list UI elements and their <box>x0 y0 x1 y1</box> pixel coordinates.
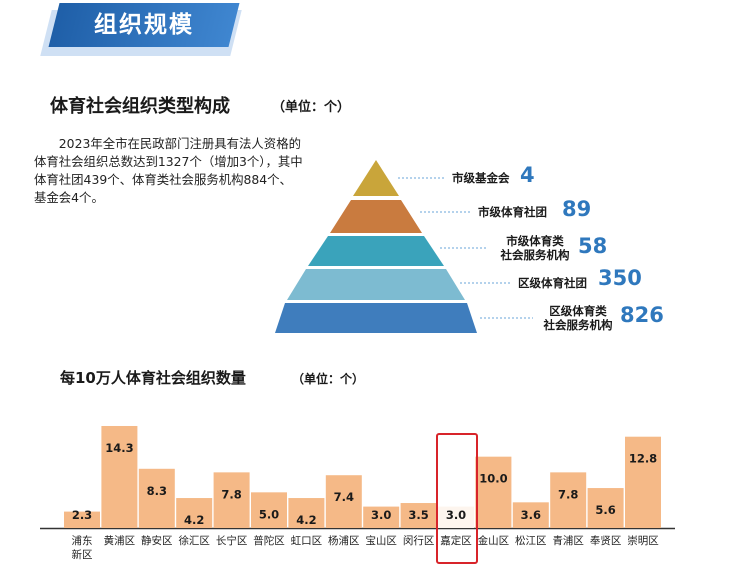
category-label-10: 嘉定区 <box>440 534 472 547</box>
pyramid-label-5: 区级体育类 社会服务机构 <box>543 304 613 332</box>
bar-value-label-5: 5.0 <box>259 507 279 521</box>
bar-14 <box>587 488 624 528</box>
category-label-9: 闵行区 <box>403 534 435 547</box>
pyramid-value-2: 89 <box>562 197 592 221</box>
bar-value-label-8: 3.0 <box>371 508 391 522</box>
category-label-0-0: 浦东 <box>72 534 93 547</box>
bar-5 <box>251 492 287 528</box>
category-label-5: 普陀区 <box>253 534 285 547</box>
category-label-11: 金山区 <box>478 534 510 547</box>
section2-unit: （单位：个） <box>292 372 365 386</box>
section1-title: 体育社会组织类型构成 <box>50 96 230 117</box>
bar-4 <box>213 472 250 528</box>
pyramid-label-2: 市级体育社团 <box>478 205 547 219</box>
bar-value-label-7: 7.4 <box>334 490 354 504</box>
category-label-2: 静安区 <box>141 534 173 547</box>
bar-value-label-0: 2.3 <box>72 508 92 522</box>
category-label-6: 虹口区 <box>291 535 323 547</box>
category-label-15: 崇明区 <box>627 535 659 547</box>
bar-9 <box>400 503 437 528</box>
category-label-1: 黄浦区 <box>104 534 136 547</box>
bar-11 <box>475 456 512 528</box>
category-label-0-1: 新区 <box>72 548 93 561</box>
pyramid-chart <box>275 160 477 333</box>
bar-12 <box>512 502 549 528</box>
bar-value-label-11: 10.0 <box>479 472 507 486</box>
bar-value-label-3: 4.2 <box>184 513 204 527</box>
bar-value-label-4: 7.8 <box>221 487 241 501</box>
section2-title: 每10万人体育社会组织数量 <box>60 369 246 387</box>
bar-0 <box>64 511 100 528</box>
bar-value-label-1: 14.3 <box>105 441 133 455</box>
bar-7 <box>325 475 362 528</box>
bar-1 <box>101 425 138 528</box>
pyramid-value-4: 350 <box>598 266 642 290</box>
pyramid-value-3: 58 <box>578 234 608 258</box>
pyramid-tier-5 <box>275 303 477 333</box>
pyramid-tier-1 <box>353 160 399 196</box>
bar-10 <box>438 506 474 528</box>
bar-value-label-6: 4.2 <box>296 513 316 527</box>
highlight-box-jiading <box>436 433 478 564</box>
bar-8 <box>363 506 400 528</box>
bar-value-label-2: 8.3 <box>147 484 167 498</box>
category-label-12: 松江区 <box>515 534 547 547</box>
pyramid-label-4: 区级体育社团 <box>518 276 587 290</box>
bar-value-label-13: 7.8 <box>558 487 578 501</box>
category-label-13: 青浦区 <box>552 534 584 547</box>
category-label-3: 徐汇区 <box>178 534 210 547</box>
pyramid-value-5: 826 <box>620 303 664 327</box>
bar-value-label-15: 12.8 <box>629 452 657 466</box>
bar-2 <box>138 468 175 528</box>
bar-13 <box>550 472 587 528</box>
bar-value-label-10: 3.0 <box>446 508 466 522</box>
bar-3 <box>176 498 213 528</box>
category-label-4: 长宁区 <box>216 534 248 547</box>
category-label-14: 奉贤区 <box>590 534 622 547</box>
category-label-7: 杨浦区 <box>328 534 360 547</box>
section1-unit: （单位：个） <box>272 100 351 115</box>
bar-value-label-14: 5.6 <box>595 503 615 517</box>
pyramid-tier-4 <box>287 269 465 300</box>
bar-value-label-9: 3.5 <box>408 508 428 522</box>
banner-title: 组织规模 <box>94 12 194 38</box>
pyramid-label-3: 市级体育类 社会服务机构 <box>500 234 570 262</box>
summary-paragraph: 2023年全市在民政部门注册具有法人资格的体育社会组织总数达到1327个（增加3… <box>34 136 303 205</box>
pyramid-tier-3 <box>308 236 444 266</box>
pyramid-value-1: 4 <box>520 163 535 187</box>
category-label-8: 宝山区 <box>365 534 397 547</box>
bar-value-label-12: 3.6 <box>521 508 541 522</box>
bar-15 <box>625 436 661 528</box>
pyramid-tier-2 <box>330 200 422 233</box>
bar-6 <box>288 498 325 528</box>
pyramid-label-1: 市级基金会 <box>452 171 510 185</box>
